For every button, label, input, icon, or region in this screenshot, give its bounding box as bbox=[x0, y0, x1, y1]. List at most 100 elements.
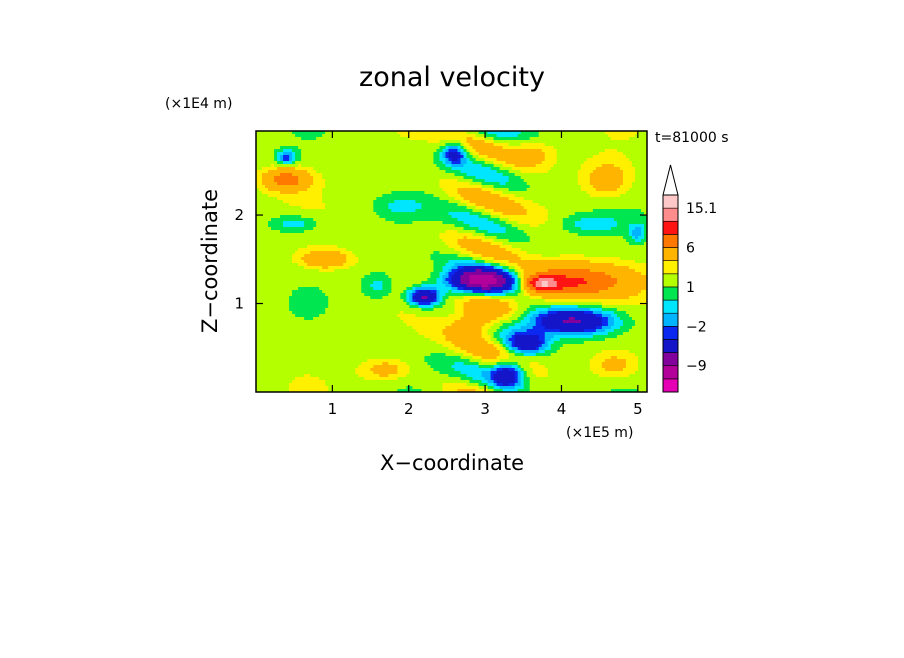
field-cell bbox=[292, 218, 296, 222]
field-cell bbox=[373, 230, 377, 234]
field-cell bbox=[337, 200, 341, 204]
field-cell bbox=[361, 209, 365, 213]
field-cell bbox=[436, 221, 440, 225]
field-cell bbox=[313, 245, 317, 249]
field-cell bbox=[319, 236, 323, 240]
field-cell bbox=[490, 197, 495, 201]
field-cell bbox=[436, 170, 440, 174]
field-cell bbox=[376, 200, 380, 204]
field-cell bbox=[292, 224, 296, 228]
field-cell bbox=[349, 131, 353, 135]
field-cell bbox=[622, 218, 627, 222]
field-cell bbox=[535, 185, 540, 189]
field-cell bbox=[622, 221, 627, 225]
field-cell bbox=[337, 143, 341, 147]
field-cell bbox=[478, 233, 482, 237]
field-cell bbox=[406, 209, 410, 213]
field-cell bbox=[541, 167, 546, 171]
field-cell bbox=[589, 185, 594, 189]
field-cell bbox=[487, 197, 491, 201]
field-cell bbox=[265, 173, 269, 177]
field-cell bbox=[574, 194, 579, 198]
field-cell bbox=[583, 242, 588, 246]
field-cell bbox=[295, 242, 299, 246]
field-cell bbox=[583, 212, 588, 216]
field-cell bbox=[535, 218, 540, 222]
field-cell bbox=[340, 179, 344, 183]
field-cell bbox=[643, 200, 648, 204]
field-cell bbox=[538, 146, 543, 150]
field-cell bbox=[502, 212, 507, 216]
field-cell bbox=[415, 134, 419, 138]
field-cell bbox=[430, 158, 434, 162]
field-cell bbox=[418, 182, 422, 186]
field-cell bbox=[256, 230, 260, 234]
field-cell bbox=[634, 239, 639, 243]
field-cell bbox=[631, 143, 636, 147]
field-cell bbox=[571, 233, 576, 237]
field-cell bbox=[307, 137, 311, 141]
field-cell bbox=[577, 167, 582, 171]
field-cell bbox=[427, 140, 431, 144]
field-cell bbox=[268, 161, 272, 165]
field-cell bbox=[505, 137, 510, 141]
field-cell bbox=[538, 137, 543, 141]
field-cell bbox=[271, 134, 275, 138]
field-cell bbox=[385, 230, 389, 234]
field-cell bbox=[367, 176, 371, 180]
field-cell bbox=[454, 152, 458, 156]
field-cell bbox=[517, 233, 522, 237]
field-cell bbox=[610, 197, 615, 201]
field-cell bbox=[349, 179, 353, 183]
field-cell bbox=[280, 203, 284, 207]
field-cell bbox=[478, 173, 482, 177]
field-cell bbox=[295, 173, 299, 177]
field-cell bbox=[484, 185, 488, 189]
field-cell bbox=[583, 137, 588, 141]
field-cell bbox=[562, 176, 567, 180]
field-cell bbox=[361, 137, 365, 141]
field-cell bbox=[316, 149, 320, 153]
field-cell bbox=[304, 233, 308, 237]
field-cell bbox=[526, 233, 531, 237]
field-cell bbox=[451, 185, 455, 189]
field-cell bbox=[376, 242, 380, 246]
field-cell bbox=[316, 233, 320, 237]
field-cell bbox=[505, 185, 510, 189]
field-cell bbox=[289, 134, 293, 138]
field-cell bbox=[286, 197, 290, 201]
field-cell bbox=[586, 218, 591, 222]
field-cell bbox=[268, 224, 272, 228]
field-cell bbox=[574, 215, 579, 219]
field-cell bbox=[379, 149, 383, 153]
field-cell bbox=[343, 206, 347, 210]
field-cell bbox=[346, 158, 350, 162]
field-cell bbox=[571, 140, 576, 144]
field-cell bbox=[472, 143, 476, 147]
field-cell bbox=[565, 167, 570, 171]
field-cell bbox=[301, 224, 305, 228]
field-cell bbox=[622, 197, 627, 201]
field-cell bbox=[586, 161, 591, 165]
field-cell bbox=[526, 242, 531, 246]
field-cell bbox=[628, 224, 633, 228]
field-cell bbox=[601, 140, 606, 144]
field-cell bbox=[628, 134, 633, 138]
field-cell bbox=[493, 224, 498, 228]
field-cell bbox=[574, 188, 579, 192]
field-cell bbox=[640, 233, 645, 237]
field-cell bbox=[313, 221, 317, 225]
field-cell bbox=[340, 212, 344, 216]
field-cell bbox=[631, 230, 636, 234]
field-cell bbox=[601, 170, 606, 174]
field-cell bbox=[265, 149, 269, 153]
field-cell bbox=[502, 164, 507, 168]
field-cell bbox=[262, 176, 266, 180]
field-cell bbox=[340, 197, 344, 201]
field-cell bbox=[340, 230, 344, 234]
field-cell bbox=[478, 197, 482, 201]
field-cell bbox=[397, 173, 401, 177]
field-cell bbox=[262, 209, 266, 213]
field-cell bbox=[427, 179, 431, 183]
field-cell bbox=[562, 242, 567, 246]
